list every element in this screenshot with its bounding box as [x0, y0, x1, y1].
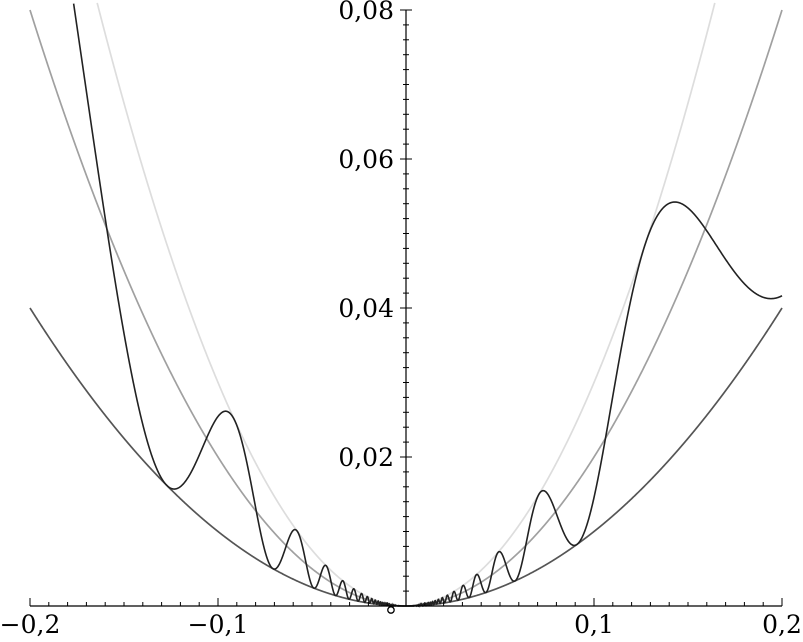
x-tick-label: 0,1	[574, 610, 614, 639]
x-minor-ticks	[29, 598, 783, 606]
y-tick-label: 0,08	[338, 0, 394, 25]
series-line-3	[72, 3, 783, 608]
annotation-group	[387, 606, 395, 614]
x-tick-label: −0,2	[0, 610, 60, 639]
y-minor-ticks	[400, 9, 412, 607]
axes-group	[29, 9, 783, 607]
open-circle-marker	[387, 606, 395, 614]
y-tick-label: 0,06	[338, 145, 394, 174]
x-tick-label: 0,2	[762, 610, 802, 639]
y-tick-label: 0,04	[338, 294, 394, 323]
x-tick-label: −0,1	[188, 610, 249, 639]
y-tick-label: 0,02	[338, 443, 394, 472]
